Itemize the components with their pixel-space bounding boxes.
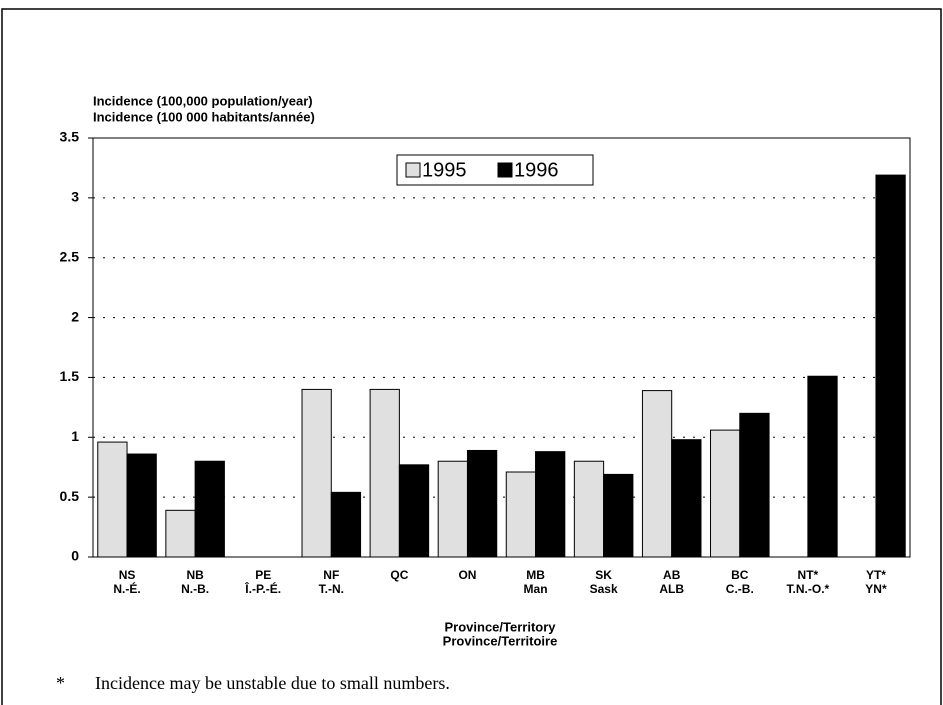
bar (165, 509, 196, 558)
x-tick-label: T.-N. (319, 582, 344, 596)
bar (437, 460, 468, 558)
y-tick-label: 0 (71, 548, 79, 564)
x-tick-label: T.N.-O.* (787, 582, 830, 596)
x-tick-label: ALB (659, 582, 684, 596)
bar (398, 464, 430, 558)
bar (126, 453, 157, 558)
bar (330, 491, 362, 558)
y-tick-label: 2 (71, 308, 79, 324)
bar (875, 174, 906, 558)
bar (603, 473, 634, 558)
x-tick-label: C.-B. (726, 582, 754, 596)
x-tick-label: MB (526, 568, 545, 582)
footnote-symbol: * (56, 673, 65, 693)
x-tick-label: NS (119, 568, 136, 582)
bar (301, 388, 332, 558)
legend-swatch (405, 162, 421, 178)
x-tick-label: QC (390, 568, 408, 582)
x-tick-label: YN* (865, 582, 887, 596)
y-tick-label: 3.5 (60, 129, 80, 145)
x-tick-label: SK (595, 568, 612, 582)
bar (710, 429, 741, 558)
bar (671, 439, 702, 558)
bar (97, 441, 128, 558)
y-tick-label: 0.5 (60, 488, 80, 504)
x-tick-label: NF (323, 568, 339, 582)
x-tick-label: Sask (590, 582, 618, 596)
bar (194, 460, 225, 558)
x-tick-label: YT* (866, 568, 886, 582)
legend-box (396, 154, 594, 186)
bar (739, 412, 770, 558)
x-tick-label: Î.-P.-É. (244, 581, 281, 596)
x-tick-label: BC (731, 568, 749, 582)
x-tick-label: ON (458, 568, 476, 582)
x-tick-label: N.-É. (113, 581, 140, 596)
bar (807, 375, 838, 558)
bar (369, 388, 400, 558)
bar (535, 451, 566, 558)
bar (641, 390, 673, 558)
bar (466, 449, 498, 558)
x-tick-label: N.-B. (181, 582, 209, 596)
frame (1, 8, 942, 705)
x-tick-label: NT* (798, 568, 819, 582)
legend-swatch (497, 162, 513, 178)
y-tick-label: 3 (71, 189, 79, 205)
x-tick-label: NB (186, 568, 204, 582)
x-axis-label: Province/Territory (444, 619, 556, 634)
bar (505, 471, 537, 558)
plot-area (92, 137, 911, 558)
y-tick-label: 1 (71, 428, 79, 444)
y-axis-label: Incidence (100 000 habitants/année) (93, 109, 315, 124)
footnote: Incidence may be unstable due to small n… (95, 673, 450, 693)
y-tick-label: 1.5 (60, 368, 80, 384)
y-tick-label: 2.5 (60, 248, 80, 264)
x-tick-label: Man (524, 582, 548, 596)
legend-label: 1996 (514, 159, 559, 181)
legend-label: 1995 (422, 159, 467, 181)
y-axis-label: Incidence (100,000 population/year) (93, 93, 313, 108)
bar (573, 460, 605, 558)
x-tick-label: PE (255, 568, 271, 582)
x-axis-label: Province/Territoire (443, 633, 558, 648)
x-tick-label: AB (663, 568, 681, 582)
